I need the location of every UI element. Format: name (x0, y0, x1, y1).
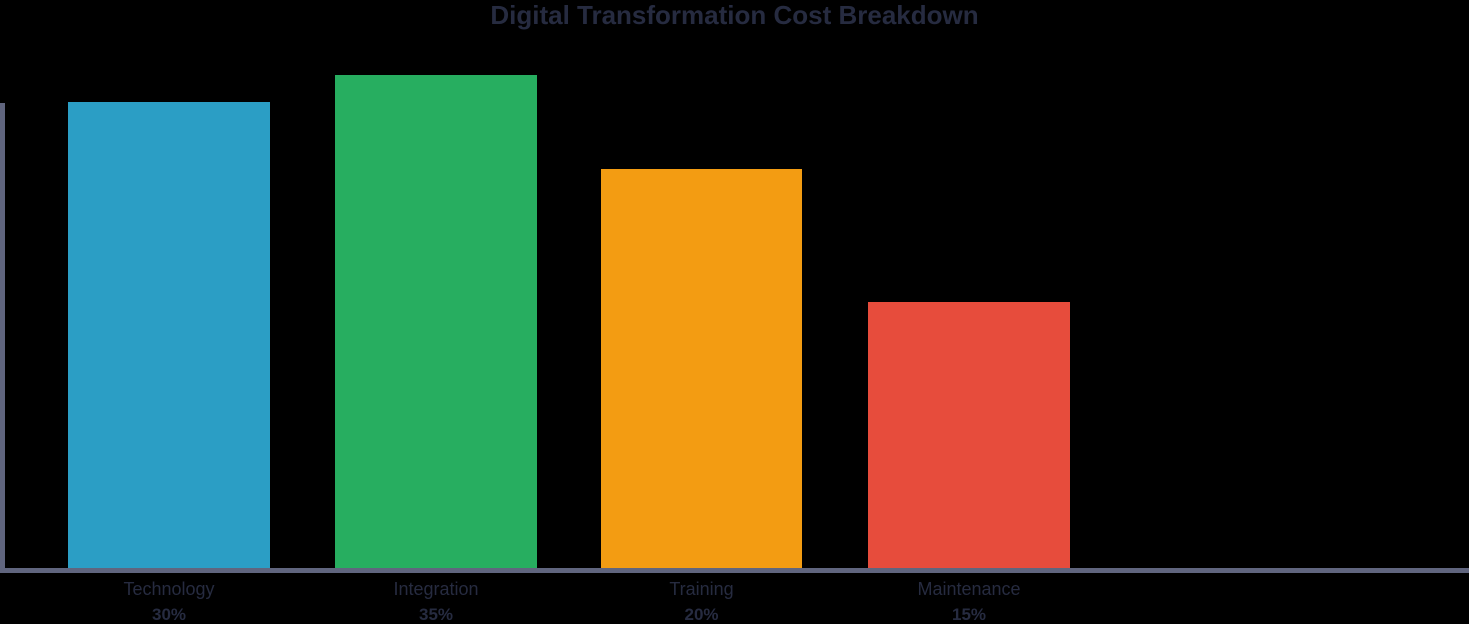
x-axis-line (0, 568, 1469, 573)
bar-integration (335, 75, 537, 568)
category-label: Maintenance (917, 579, 1021, 599)
bar-technology (68, 102, 270, 568)
bar-label-group-integration: Integration 35% (335, 578, 537, 624)
category-label: Training (669, 579, 734, 599)
bar-maintenance (868, 302, 1070, 568)
bar-label-group-training: Training 20% (601, 578, 802, 624)
value-label: 35% (418, 605, 454, 624)
value-label: 15% (951, 605, 987, 624)
bar-training (601, 169, 802, 568)
bar-label-group-maintenance: Maintenance 15% (868, 578, 1070, 624)
value-label: 30% (151, 605, 187, 624)
category-label: Technology (123, 579, 215, 599)
y-axis-line (0, 103, 5, 572)
value-label: 20% (684, 605, 719, 624)
bar-label-group-technology: Technology 30% (68, 578, 270, 624)
chart-title: Digital Transformation Cost Breakdown (490, 0, 979, 30)
category-label: Integration (393, 579, 479, 599)
